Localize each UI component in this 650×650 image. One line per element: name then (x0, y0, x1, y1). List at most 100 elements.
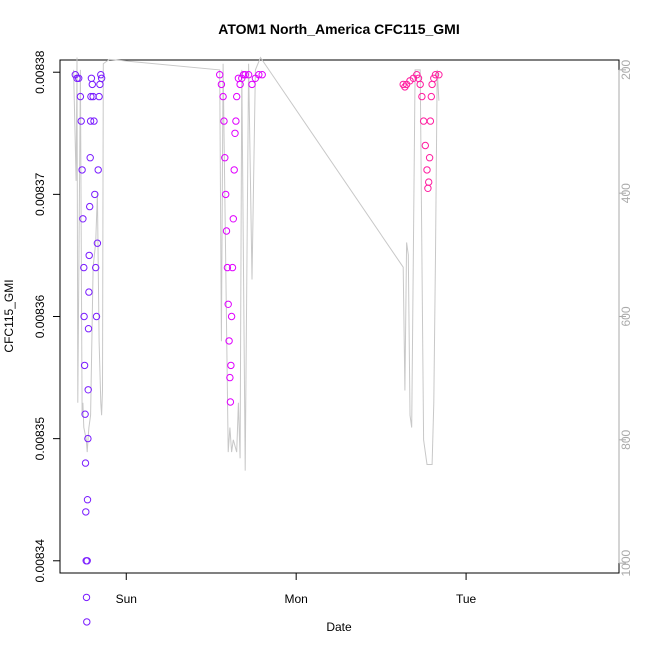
data-point-series-1 (83, 618, 91, 626)
data-point-series-1 (92, 312, 101, 321)
y-right-tick-label: 400 (619, 183, 633, 203)
data-point-series-2 (227, 312, 236, 321)
data-point-series-1 (75, 74, 83, 83)
data-point-series-2 (233, 92, 241, 101)
y-tick-label: 0.00835 (33, 417, 47, 461)
data-point-series-3 (421, 141, 429, 150)
data-point-series-1 (93, 239, 102, 247)
data-point-series-1 (84, 434, 92, 443)
data-point-series-1 (85, 288, 93, 296)
data-point-series-1 (82, 508, 90, 516)
data-point-series-2 (232, 117, 240, 125)
data-point-series-1 (77, 117, 85, 125)
data-point-series-3 (424, 184, 432, 193)
data-point-series-1 (97, 74, 106, 83)
data-point-series-2 (231, 129, 239, 138)
data-point-series-1 (96, 80, 104, 89)
data-point-series-2 (220, 117, 228, 125)
data-point-series-2 (241, 71, 249, 79)
y-right-axis: 200 400 600 800 1000 (618, 60, 633, 576)
data-point-series-2 (219, 92, 227, 101)
y-right-tick-label: 200 (619, 60, 633, 80)
data-point-series-2 (248, 80, 256, 89)
x-tick-label: Tue (456, 592, 477, 606)
data-point-series-1 (83, 557, 91, 565)
data-point-series-3 (428, 80, 436, 89)
data-point-series-3 (425, 154, 434, 162)
data-point-series-1 (91, 190, 99, 199)
data-point-series-1 (81, 410, 89, 418)
data-point-series-2 (255, 71, 263, 79)
data-point-series-1 (84, 386, 92, 394)
data-point-series-1 (94, 166, 102, 174)
data-point-series-2 (222, 227, 231, 235)
data-point-series-1 (76, 92, 85, 101)
x-tick-label: Mon (285, 592, 308, 606)
data-point-series-2 (223, 263, 232, 272)
data-point-series-2 (226, 398, 235, 406)
data-point-series-1 (87, 74, 96, 83)
data-point-series-3 (416, 80, 424, 89)
y-right-tick-label: 800 (619, 429, 633, 449)
data-point-series-2 (258, 71, 266, 79)
data-point-series-1 (95, 92, 103, 101)
data-point-series-1 (86, 117, 95, 125)
x-tick-label: Sun (116, 592, 137, 606)
data-point-series-1 (80, 361, 89, 370)
data-point-series-3 (427, 92, 435, 101)
data-point-series-2 (221, 154, 229, 162)
data-point-series-2 (217, 80, 226, 89)
data-point-series-3 (426, 117, 435, 125)
data-point-series-1 (97, 71, 105, 79)
data-point-series-1 (79, 215, 87, 223)
y-tick-label: 0.00834 (33, 539, 47, 583)
y-tick-label: 0.00838 (33, 50, 47, 94)
data-point-series-2 (244, 71, 253, 79)
data-point-series-3 (435, 71, 443, 79)
data-point-series-1 (92, 263, 100, 272)
data-point-series-2 (222, 190, 230, 199)
data-point-series-3 (430, 74, 438, 83)
y-tick-label: 0.00837 (33, 172, 47, 216)
data-point-series-2 (230, 166, 238, 174)
data-point-series-2 (228, 263, 237, 272)
data-point-series-2 (224, 300, 232, 308)
data-point-series-2 (225, 337, 233, 345)
altitude-line-layer (73, 56, 440, 471)
data-point-series-2 (229, 215, 238, 223)
data-point-series-3 (419, 117, 428, 125)
altitude-series-line (73, 56, 440, 471)
data-point-series-1 (83, 496, 92, 504)
data-point-series-1 (80, 312, 88, 321)
x-axis-label: Date (326, 620, 352, 634)
data-point-series-2 (226, 373, 234, 382)
data-point-series-3 (423, 166, 431, 174)
data-point-series-1 (82, 593, 91, 602)
data-point-series-1 (80, 263, 88, 272)
data-point-series-1 (90, 117, 98, 125)
data-point-series-1 (86, 154, 94, 162)
data-point-series-1 (88, 80, 97, 89)
data-point-series-3 (425, 178, 433, 186)
data-point-series-1 (85, 251, 93, 260)
data-point-series-1 (87, 92, 95, 101)
data-point-series-3 (413, 71, 421, 79)
data-point-series-1 (86, 202, 94, 211)
y-right-tick-label: 600 (619, 306, 633, 326)
plot-frame (59, 59, 620, 574)
chart-title: ATOM1 North_America CFC115_GMI (218, 21, 459, 37)
data-point-series-3 (431, 71, 440, 79)
y-tick-label: 0.00836 (33, 294, 47, 338)
x-axis: Sun Mon Tue (116, 572, 477, 606)
y-axis: 0.00834 0.00835 0.00836 0.00837 0.00838 (33, 50, 61, 583)
data-point-series-3 (418, 92, 426, 101)
data-point-series-1 (78, 166, 86, 174)
data-point-series-1 (81, 459, 90, 467)
y-axis-label: CFC115_GMI (2, 279, 16, 352)
points-layer (71, 71, 443, 626)
y-right-tick-label: 1000 (619, 549, 633, 576)
data-point-series-1 (84, 325, 93, 333)
data-point-series-2 (216, 71, 224, 79)
data-point-series-2 (227, 361, 235, 370)
